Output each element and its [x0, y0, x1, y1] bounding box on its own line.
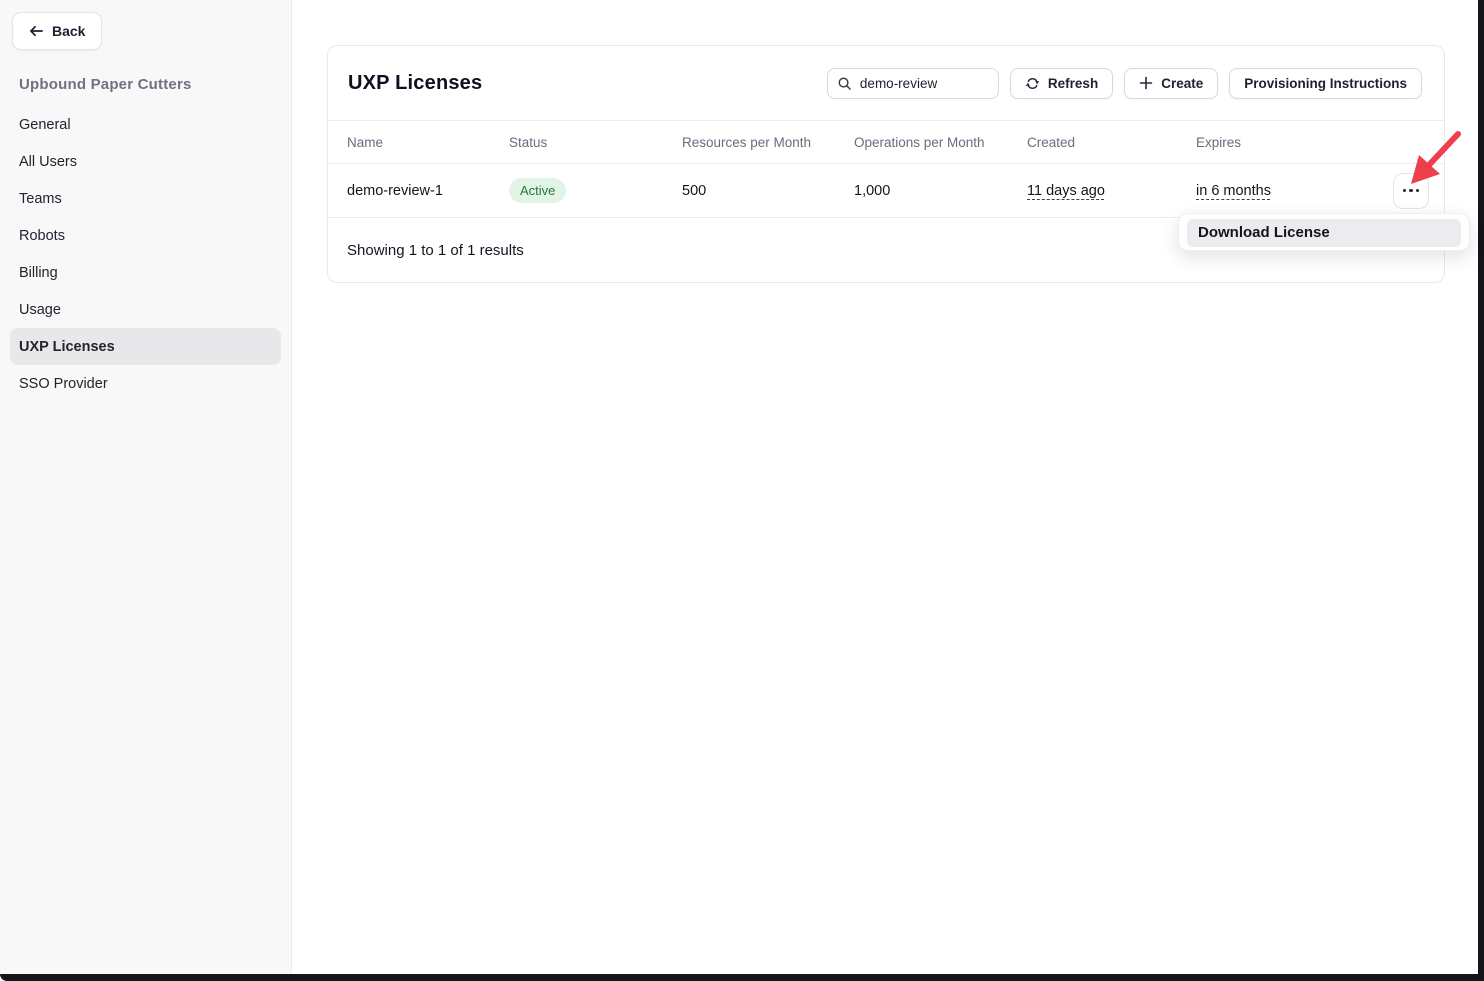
sidebar-item-sso-provider[interactable]: SSO Provider — [10, 365, 281, 402]
sidebar-item-label: Robots — [19, 227, 65, 244]
back-button-label: Back — [52, 23, 86, 39]
sidebar-item-label: SSO Provider — [19, 375, 108, 392]
create-button[interactable]: Create — [1124, 67, 1219, 99]
sidebar-item-label: Usage — [19, 301, 61, 318]
col-resources: Resources per Month — [682, 134, 812, 150]
sidebar-item-general[interactable]: General — [10, 106, 281, 143]
back-button[interactable]: Back — [12, 12, 103, 50]
window-frame-bottom — [0, 974, 1484, 981]
col-name: Name — [347, 134, 384, 150]
table-row: demo-review-1 Active 500 1,000 11 days a… — [328, 164, 1444, 218]
row-actions-menu: Download License — [1178, 213, 1470, 251]
provisioning-instructions-label: Provisioning Instructions — [1244, 75, 1407, 91]
refresh-button-label: Refresh — [1047, 75, 1099, 91]
settings-sidebar: Back Upbound Paper Cutters General All U… — [0, 0, 292, 974]
cell-resources: 500 — [682, 182, 707, 199]
col-expires: Expires — [1196, 134, 1242, 150]
provisioning-instructions-button[interactable]: Provisioning Instructions — [1229, 67, 1422, 99]
created-relative-time[interactable]: 11 days ago — [1027, 182, 1105, 199]
sidebar-item-usage[interactable]: Usage — [10, 291, 281, 328]
table-header: Name Status Resources per Month Operatio… — [328, 121, 1444, 164]
status-badge: Active — [509, 178, 567, 203]
sidebar-nav: General All Users Teams Robots Billing U… — [0, 106, 291, 402]
search-wrap — [826, 67, 999, 99]
sidebar-item-teams[interactable]: Teams — [10, 180, 281, 217]
col-created: Created — [1027, 134, 1076, 150]
plus-icon — [1139, 76, 1153, 90]
window-frame-right — [1478, 0, 1484, 981]
cell-status: Active — [509, 178, 682, 203]
cell-name: demo-review-1 — [347, 182, 443, 199]
cell-created: 11 days ago — [1027, 183, 1196, 199]
ellipsis-icon — [1402, 188, 1420, 193]
sidebar-item-robots[interactable]: Robots — [10, 217, 281, 254]
col-status: Status — [509, 134, 548, 150]
uxp-licenses-card: UXP Licenses — [327, 45, 1445, 283]
sidebar-item-label: Teams — [19, 190, 62, 207]
toolbar: Refresh Create Provisioning Instructions — [826, 67, 1422, 99]
card-header: UXP Licenses — [328, 46, 1444, 121]
cell-operations: 1,000 — [854, 182, 891, 199]
expires-relative-time[interactable]: in 6 months — [1196, 182, 1271, 199]
sidebar-item-billing[interactable]: Billing — [10, 254, 281, 291]
table-footer: Showing 1 to 1 of 1 results — [328, 218, 1444, 282]
menu-item-download-license[interactable]: Download License — [1187, 219, 1461, 247]
refresh-button[interactable]: Refresh — [1009, 67, 1114, 99]
org-title: Upbound Paper Cutters — [19, 76, 192, 93]
refresh-icon — [1025, 76, 1040, 91]
sidebar-item-label: General — [19, 116, 71, 133]
sidebar-item-label: Billing — [19, 264, 58, 281]
sidebar-item-label: All Users — [19, 153, 78, 170]
sidebar-item-label: UXP Licenses — [19, 338, 115, 355]
sidebar-item-all-users[interactable]: All Users — [10, 143, 281, 180]
search-input[interactable] — [826, 67, 999, 99]
row-actions-button[interactable] — [1393, 172, 1429, 209]
page-title: UXP Licenses — [348, 71, 483, 94]
sidebar-item-uxp-licenses[interactable]: UXP Licenses — [10, 328, 281, 365]
cell-expires: in 6 months — [1196, 183, 1393, 199]
back-arrow-icon — [29, 24, 44, 38]
create-button-label: Create — [1161, 75, 1204, 91]
results-count: Showing 1 to 1 of 1 results — [347, 241, 524, 259]
cell-actions — [1393, 172, 1429, 209]
col-operations: Operations per Month — [854, 134, 985, 150]
